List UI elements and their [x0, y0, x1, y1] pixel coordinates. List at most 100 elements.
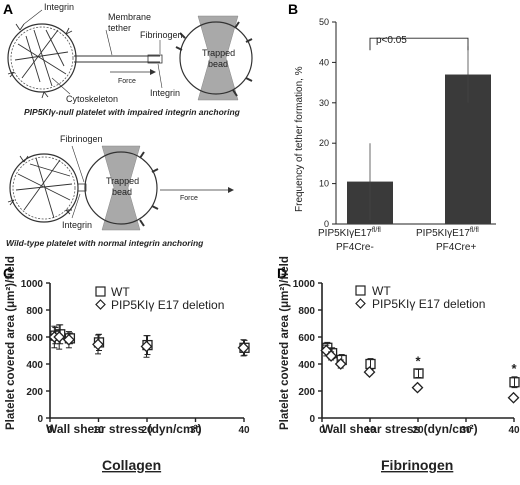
panel-c-xtick-label: 10	[93, 425, 105, 436]
platelet-outline	[7, 23, 77, 93]
panel-d-xtick-label: 10	[364, 425, 376, 436]
panel-d-legend-wt: WT	[372, 284, 391, 298]
panel-c-legend-square-icon	[95, 286, 106, 297]
caption-bottom: Wild-type platelet with normal integrin …	[6, 238, 204, 248]
panel-b-cat1-line2: PF4Cre-	[336, 242, 374, 253]
panel-d-scatter-chart: 0 200 400 600 800 1000 0 10 20 30 40 * *	[293, 279, 520, 436]
panel-d-point-deletion	[325, 349, 338, 362]
panel-b-letter: B	[288, 1, 298, 17]
panel-d-letter: D	[277, 265, 287, 281]
panel-b-cat2-line1: PIP5KIγE17	[416, 228, 470, 239]
panel-d-xtick-label: 20	[412, 425, 424, 436]
wt-cytoskeleton-lines	[15, 157, 73, 219]
cytoskeleton-lines	[14, 29, 69, 87]
integrin-markers	[7, 23, 73, 99]
label-membrane-tether: Membrane tether	[108, 12, 154, 33]
panel-b-ytick-label: 30	[319, 98, 329, 108]
panel-c-letter: C	[3, 265, 13, 281]
panel-c-point-deletion	[140, 340, 153, 353]
panel-a-bottom-diagram: Fibrinogen Trapped bead Force Integrin W…	[6, 134, 234, 248]
wt-platelet-membrane	[12, 156, 76, 220]
label-fibrinogen-top: Fibrinogen	[140, 30, 183, 40]
panel-d-point-wt	[509, 377, 520, 388]
panel-c-legend-del: PIP5KIγ E17 deletion	[111, 298, 224, 312]
panel-d-ylabel: Platelet covered area (μm²)/field	[279, 256, 291, 430]
integrin2-leader	[157, 63, 163, 89]
panel-b-ytick-label: 40	[319, 57, 329, 67]
wt-force-arrowhead	[228, 187, 234, 193]
cytoskeleton-leader	[51, 77, 71, 95]
panel-c-ytick-label: 400	[26, 360, 43, 371]
panel-c-xlabel: Wall shear stress (dyn/cm²)	[46, 422, 202, 436]
tether-integrin	[147, 54, 163, 64]
label-trapped-bead-bottom-line2: bead	[112, 187, 132, 197]
panel-c-legend-wt: WT	[111, 285, 130, 299]
panel-d-ytick-label: 0	[309, 414, 315, 425]
label-membrane-tether-line2: tether	[108, 23, 131, 33]
label-integrin-bottom: Integrin	[62, 220, 92, 230]
panel-b-cat1-line1: PIP5KIγE17	[318, 228, 372, 239]
label-trapped-bead-bottom: Trapped bead	[106, 176, 142, 197]
label-fibrinogen-bottom: Fibrinogen	[60, 134, 103, 144]
label-cytoskeleton: Cytoskeleton	[66, 94, 118, 104]
panel-a-top-diagram: Integrin Membrane tether Fibrinogen Trap…	[7, 2, 253, 117]
label-trapped-bead-top-line2: bead	[208, 59, 228, 69]
panel-d-ytick-label: 800	[298, 306, 315, 317]
panel-d-point-deletion	[411, 381, 424, 394]
panel-c-ytick-label: 0	[37, 414, 43, 425]
panel-b-bar-chart: 0 10 20 30 40 50	[319, 17, 496, 229]
panel-d-significance-star: *	[415, 353, 421, 368]
panel-c-substrate: Collagen	[102, 457, 161, 473]
panel-d-ytick-label: 200	[298, 387, 315, 398]
panel-b-cat2-label: PIP5KIγE17fl/fl	[416, 227, 479, 239]
panel-c-point-deletion	[92, 338, 104, 351]
label-integrin-top: Integrin	[44, 2, 74, 12]
fibrinogen-ticks	[175, 21, 253, 97]
panel-d-point-deletion	[507, 391, 520, 404]
caption-top: PIP5KIγ-null platelet with impaired inte…	[24, 107, 241, 117]
platelet-membrane	[10, 26, 74, 90]
panel-a-letter: A	[3, 1, 13, 17]
wt-optical-trap	[101, 145, 141, 231]
panel-d-ytick-label: 1000	[293, 279, 316, 290]
integrin-leader	[23, 9, 43, 25]
panel-c-xtick-label: 20	[141, 425, 153, 436]
trapped-bead	[179, 21, 253, 95]
panel-b-cat2-line2: PF4Cre+	[436, 242, 476, 253]
panel-c-xtick-label: 40	[238, 425, 250, 436]
panel-d-legend-square-icon	[355, 285, 366, 296]
panel-b-ytick-label: 20	[319, 138, 329, 148]
panel-d-point-deletion	[334, 358, 347, 370]
wt-integrin-bond	[77, 183, 87, 192]
label-trapped-bead-bottom-line1: Trapped	[106, 176, 139, 186]
panel-b-ylabel: Frequency of tether formation, %	[294, 66, 305, 212]
panel-d-point-wt	[413, 368, 424, 379]
panel-c-legend-diamond-icon	[95, 299, 106, 310]
force-arrowhead	[150, 69, 156, 75]
panel-b-ytick-label: 50	[319, 17, 329, 27]
panel-d-ytick-label: 400	[298, 360, 315, 371]
panel-d-ytick-label: 600	[298, 333, 315, 344]
tether-leader	[105, 29, 113, 56]
panel-d-legend-diamond-icon	[355, 298, 366, 309]
wt-fibrinogen-ticks	[139, 151, 159, 227]
panel-c-ylabel: Platelet covered area (μm²)/field	[5, 256, 17, 430]
panel-b-significance: p<0.05	[376, 35, 407, 46]
panel-c-point-deletion	[62, 333, 75, 346]
label-force-bottom: Force	[180, 195, 198, 202]
panel-d-xtick-label: 0	[319, 425, 325, 436]
wt-fibrinogen-leader	[71, 145, 85, 183]
panel-d-xlabel: Wall shear stress (dyn/cm²)	[322, 422, 478, 436]
wt-trapped-bead	[84, 151, 158, 225]
panel-c-ytick-label: 1000	[21, 279, 44, 290]
panel-b-ytick-label: 10	[319, 179, 329, 189]
label-trapped-bead-top-line1: Trapped	[202, 48, 235, 58]
panel-d-significance-star: *	[511, 361, 517, 376]
label-membrane-tether-line1: Membrane	[108, 12, 151, 22]
panel-d-substrate: Fibrinogen	[381, 457, 453, 473]
membrane-tether	[74, 55, 160, 63]
label-force-top: Force	[118, 78, 136, 85]
wt-integrin-leader	[71, 193, 81, 219]
panel-b-sig-bracket	[369, 37, 469, 51]
